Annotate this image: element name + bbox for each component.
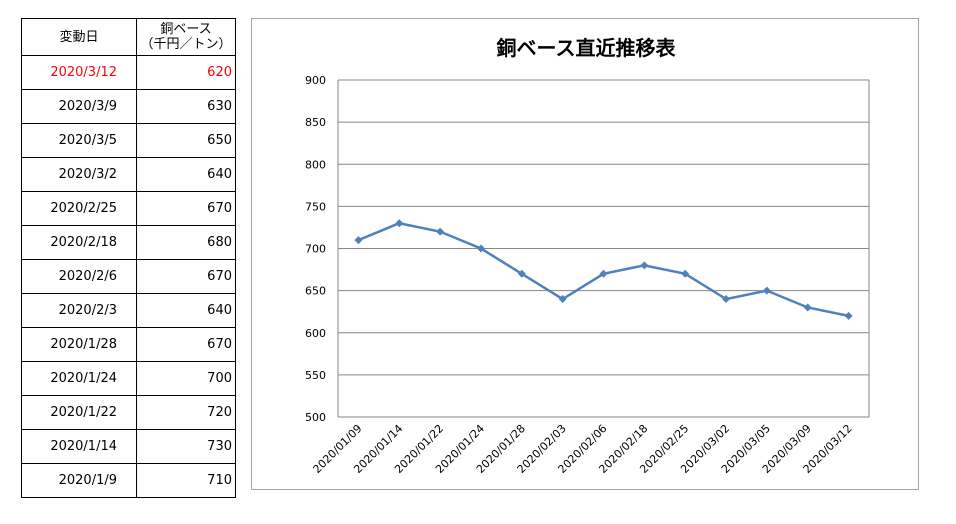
row-date: 2020/3/12	[21, 55, 137, 90]
data-point	[395, 219, 404, 228]
row-price: 630	[136, 89, 236, 124]
table-row: 2020/3/5 650	[21, 123, 236, 158]
row-price: 710	[136, 463, 236, 498]
table-row: 2020/1/9 710	[21, 463, 236, 498]
chart-svg: 銅ベース直近推移表 500 550 600 650 700 750 800 850 900 20…	[305, 36, 870, 476]
row-price: 680	[136, 225, 236, 260]
chart-area: 銅ベース直近推移表 500 550 600 650 700 750 800 850 900 20…	[251, 18, 919, 490]
y-tick-label: 750	[305, 200, 326, 213]
table-row: 2020/2/3 640	[21, 293, 236, 328]
y-tick-label: 800	[305, 158, 326, 171]
data-point	[681, 269, 690, 278]
y-tick-label: 650	[305, 285, 326, 298]
data-point	[640, 261, 649, 270]
series-copper-base	[354, 219, 853, 320]
row-price: 670	[136, 191, 236, 226]
header-price-line1: 銅ベース	[160, 22, 212, 37]
table-row: 2020/2/18 680	[21, 225, 236, 260]
gridlines	[337, 79, 870, 418]
table-row: 2020/1/28 670	[21, 327, 236, 362]
table-header-row: 変動日 銅ベース （千円／トン）	[21, 18, 236, 56]
row-date: 2020/1/28	[21, 327, 137, 362]
y-axis-ticks: 500 550 600 650 700 750 800 850 900	[305, 74, 326, 424]
row-date: 2020/2/18	[21, 225, 137, 260]
row-price: 620	[136, 55, 236, 90]
row-date: 2020/3/2	[21, 157, 137, 192]
series-line	[357, 221, 849, 318]
y-tick-label: 900	[305, 74, 326, 87]
table-row: 2020/3/12 620	[21, 55, 236, 90]
table-row: 2020/1/22 720	[21, 395, 236, 430]
data-point	[844, 311, 853, 320]
row-price: 720	[136, 395, 236, 430]
data-point	[803, 303, 812, 312]
row-date: 2020/1/14	[21, 429, 137, 464]
data-point	[558, 295, 567, 304]
row-price: 640	[136, 293, 236, 328]
data-point	[476, 244, 485, 253]
row-date: 2020/2/3	[21, 293, 137, 328]
data-point	[762, 286, 771, 295]
row-price: 670	[136, 327, 236, 362]
row-date: 2020/3/5	[21, 123, 137, 158]
table-row: 2020/2/25 670	[21, 191, 236, 226]
data-point	[354, 236, 363, 245]
chart-title: 銅ベース直近推移表	[497, 36, 677, 60]
data-point	[599, 269, 608, 278]
table-row: 2020/3/2 640	[21, 157, 236, 192]
header-date: 変動日	[21, 18, 137, 56]
table-row: 2020/1/14 730	[21, 429, 236, 464]
table-body: 2020/3/12 620 2020/3/9 630 2020/3/5 650 2020/3…	[21, 55, 236, 498]
row-price: 640	[136, 157, 236, 192]
row-price: 670	[136, 259, 236, 294]
y-tick-label: 550	[305, 369, 326, 382]
row-date: 2020/3/9	[21, 89, 137, 124]
row-date: 2020/1/22	[21, 395, 137, 430]
row-date: 2020/2/25	[21, 191, 137, 226]
header-price-line2: （千円／トン）	[140, 37, 232, 52]
price-table: 変動日 銅ベース （千円／トン） 2020/3/12 620 2020/3/9 630…	[21, 18, 236, 498]
row-date: 2020/1/24	[21, 361, 137, 396]
y-tick-label: 500	[305, 411, 326, 424]
header-price: 銅ベース （千円／トン）	[136, 18, 236, 56]
data-point	[517, 269, 526, 278]
row-date: 2020/2/6	[21, 259, 137, 294]
data-point	[722, 295, 731, 304]
y-tick-label: 850	[305, 116, 326, 129]
row-date: 2020/1/9	[21, 463, 137, 498]
x-axis-ticks: 2020/01/092020/01/142020/01/222020/01/24…	[311, 422, 855, 476]
y-tick-label: 600	[305, 327, 326, 340]
data-point	[436, 227, 445, 236]
table-row: 2020/3/9 630	[21, 89, 236, 124]
y-tick-label: 700	[305, 243, 326, 256]
row-price: 650	[136, 123, 236, 158]
table-row: 2020/1/24 700	[21, 361, 236, 396]
row-price: 700	[136, 361, 236, 396]
table-row: 2020/2/6 670	[21, 259, 236, 294]
row-price: 730	[136, 429, 236, 464]
